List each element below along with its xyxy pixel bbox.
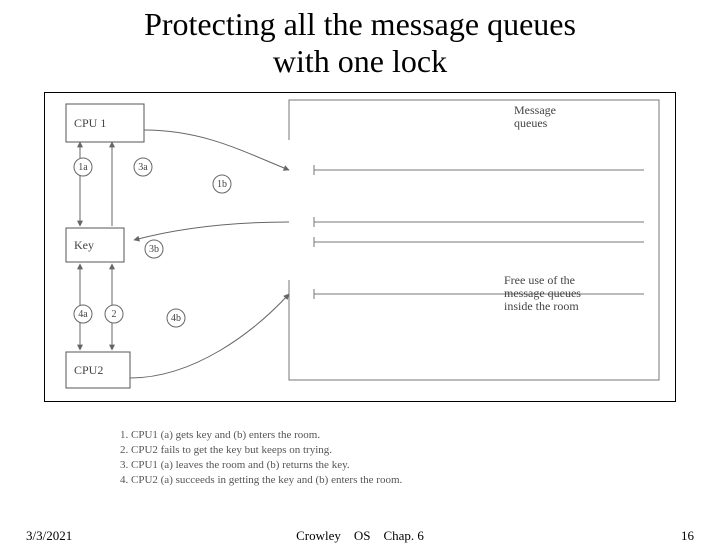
slide: Protecting all the message queues with o… — [0, 0, 720, 540]
diagram-svg: CPU 1 Key CPU2 Messagequeues Free use of the… — [44, 92, 676, 452]
svg-text:4b: 4b — [171, 313, 181, 324]
svg-text:queues: queues — [514, 116, 548, 130]
footer-mid: Crowley OS Chap. 6 — [0, 528, 720, 544]
svg-text:2: 2 — [112, 309, 117, 320]
svg-text:1a: 1a — [78, 162, 88, 173]
svg-text:Message: Message — [514, 103, 556, 117]
svg-text:Key: Key — [74, 238, 94, 252]
footer-page: 16 — [681, 528, 694, 544]
caption-line: 4. CPU2 (a) succeeds in getting the key … — [120, 473, 402, 488]
caption-list: 1. CPU1 (a) gets key and (b) enters the … — [120, 428, 402, 487]
caption-line: 3. CPU1 (a) leaves the room and (b) retu… — [120, 458, 402, 473]
svg-text:CPU2: CPU2 — [74, 363, 103, 377]
svg-text:message queues: message queues — [504, 286, 581, 300]
svg-text:inside the room: inside the room — [504, 299, 579, 313]
svg-text:1b: 1b — [217, 179, 227, 190]
slide-title: Protecting all the message queues with o… — [0, 6, 720, 80]
svg-text:4a: 4a — [78, 309, 88, 320]
diagram: CPU 1 Key CPU2 Messagequeues Free use of the… — [44, 92, 676, 452]
title-line-1: Protecting all the message queues — [144, 6, 576, 42]
svg-text:3b: 3b — [149, 244, 159, 255]
caption-line: 2. CPU2 fails to get the key but keeps o… — [120, 443, 402, 458]
title-line-2: with one lock — [273, 43, 447, 79]
svg-text:CPU 1: CPU 1 — [74, 116, 106, 130]
caption-line: 1. CPU1 (a) gets key and (b) enters the … — [120, 428, 402, 443]
svg-text:Free use of the: Free use of the — [504, 273, 575, 287]
svg-text:3a: 3a — [138, 162, 148, 173]
